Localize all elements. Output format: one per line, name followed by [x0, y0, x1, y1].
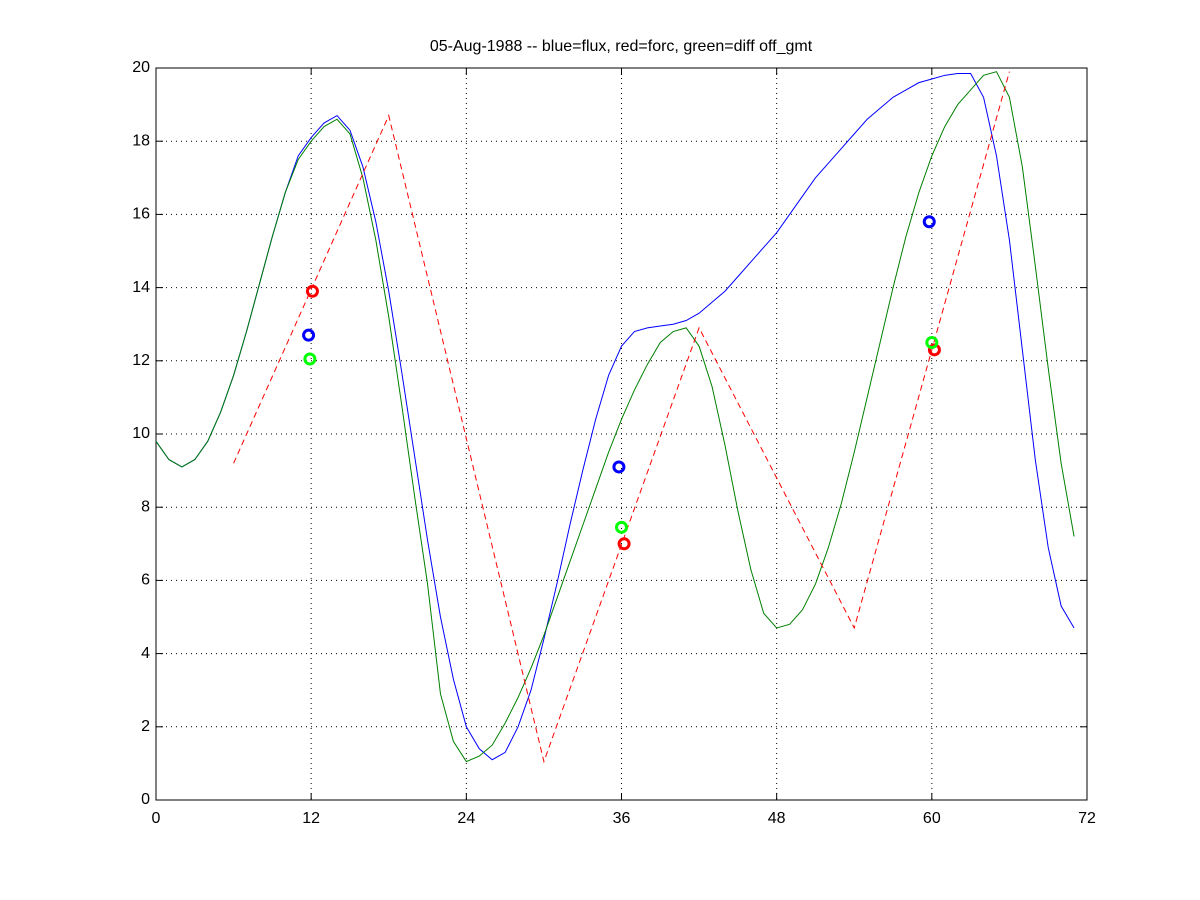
y-tick-label: 20	[132, 59, 150, 76]
plot-frame	[155, 67, 1088, 801]
marker	[305, 284, 319, 298]
marker	[617, 537, 631, 551]
y-tick-label: 18	[132, 132, 150, 149]
x-tick-label: 48	[768, 810, 786, 827]
marker	[615, 520, 628, 534]
x-tick-label: 24	[457, 810, 475, 827]
y-tick-label: 8	[141, 498, 150, 515]
marker	[925, 336, 939, 349]
marker	[612, 460, 626, 474]
marker	[302, 328, 316, 342]
y-tick-label: 14	[132, 279, 150, 296]
y-tick-label: 12	[132, 352, 150, 369]
y-tick-label: 16	[132, 206, 150, 223]
x-tick-label: 36	[613, 810, 631, 827]
x-tick-label: 72	[1078, 810, 1096, 827]
y-tick-label: 4	[141, 645, 150, 662]
marker	[922, 215, 936, 229]
series-line	[155, 71, 1075, 763]
y-tick-label: 10	[132, 425, 150, 442]
marker	[927, 343, 941, 357]
chart-title: 05-Aug-1988 -- blue=flux, red=forc, gree…	[430, 38, 813, 55]
x-tick-label: 0	[152, 810, 161, 827]
marker	[303, 352, 317, 366]
series-line	[233, 71, 1010, 764]
y-tick-label: 2	[141, 718, 150, 735]
y-tick-label: 6	[141, 572, 150, 589]
x-tick-label: 12	[302, 810, 320, 827]
y-tick-label: 0	[141, 791, 150, 808]
x-tick-label: 60	[923, 810, 941, 827]
series-line	[155, 72, 1075, 761]
